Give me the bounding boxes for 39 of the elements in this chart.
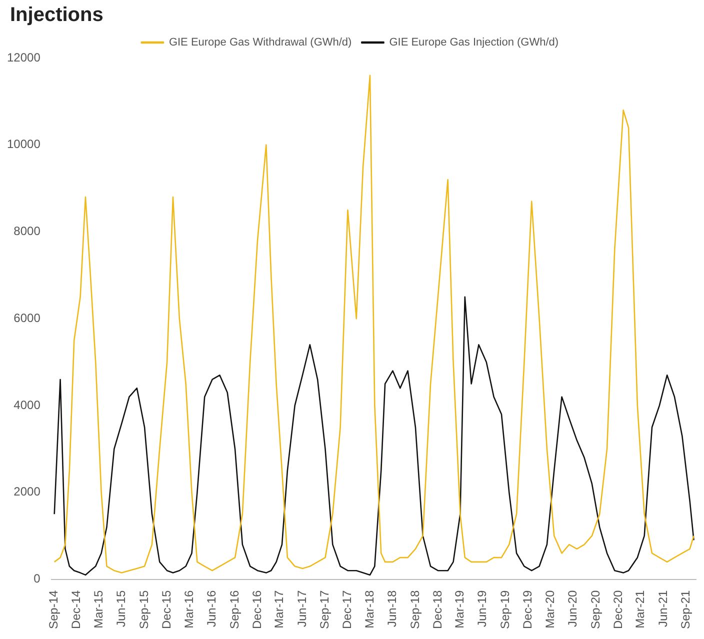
x-tick-label: Mar-20 <box>542 590 557 628</box>
x-tick-label: Mar-16 <box>182 590 196 628</box>
legend-label: GIE Europe Gas Injection (GWh/d) <box>389 36 559 49</box>
x-tick-label: Mar-21 <box>633 590 648 628</box>
x-tick-label: Jun-15 <box>114 590 128 628</box>
x-tick-label: Jun-19 <box>475 590 490 628</box>
y-tick-label: 2000 <box>14 484 41 499</box>
x-tick-label: Sep-14 <box>46 590 61 630</box>
y-tick-label: 4000 <box>14 398 41 412</box>
x-tick-label: Sep-20 <box>588 590 602 630</box>
x-tick-label: Sep-18 <box>408 590 422 630</box>
x-tick-label: Dec-19 <box>520 590 534 629</box>
x-tick-label: Mar-18 <box>362 590 376 628</box>
x-tick-label: Dec-18 <box>430 590 444 629</box>
x-tick-label: Dec-16 <box>250 590 264 629</box>
y-tick-label: 12000 <box>6 50 41 64</box>
x-tick-label: Jun-16 <box>204 590 219 628</box>
x-tick-label: Dec-14 <box>69 590 84 629</box>
x-tick-label: Dec-15 <box>159 590 174 629</box>
x-tick-label: Jun-21 <box>656 590 670 628</box>
x-tick-label: Dec-17 <box>340 590 354 629</box>
x-tick-label: Sep-17 <box>318 590 332 630</box>
y-tick-label: 8000 <box>14 224 41 238</box>
x-tick-label: Dec-20 <box>610 590 625 629</box>
x-tick-label: Sep-15 <box>136 590 151 630</box>
x-tick-label: Mar-17 <box>272 590 286 628</box>
x-tick-label: Mar-15 <box>91 590 106 628</box>
chart-title: Injections <box>10 4 104 27</box>
y-tick-label: 10000 <box>6 137 41 152</box>
x-tick-label: Mar-19 <box>452 590 467 628</box>
x-tick-label: Jun-20 <box>566 590 580 628</box>
x-tick-label: Jun-17 <box>294 590 309 628</box>
x-tick-label: Jun-18 <box>385 590 400 628</box>
legend-label: GIE Europe Gas Withdrawal (GWh/d) <box>168 36 352 49</box>
y-tick-label: 6000 <box>14 310 41 325</box>
x-tick-label: Sep-16 <box>227 590 242 630</box>
y-tick-label: 0 <box>34 572 41 586</box>
x-tick-label: Sep-19 <box>498 590 512 630</box>
x-tick-label: Sep-21 <box>678 590 693 630</box>
